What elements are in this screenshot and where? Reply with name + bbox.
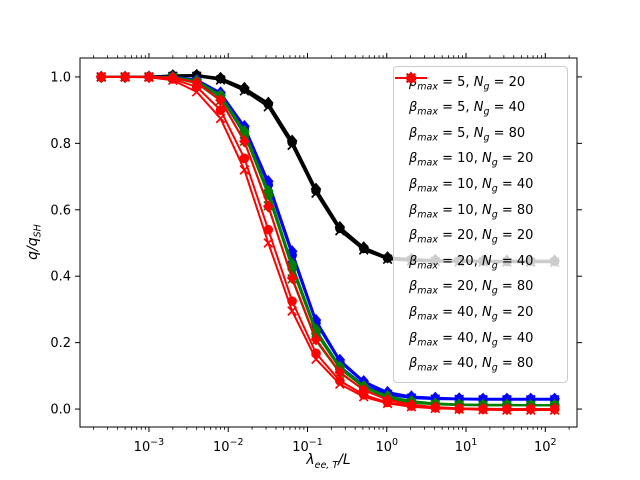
y-tick-label: 1.0 [50,70,71,85]
series-group [95,68,560,416]
legend-entry-2: βmax = 5, Ng = 80 [395,71,565,147]
y-tick-label: 0.4 [50,270,71,285]
diamond-marker [310,182,322,196]
legend-entry-label: βmax = 20, Ng = 40 [409,253,534,272]
y-tick-label: 0.8 [50,137,71,152]
x-tick-label: 102 [534,437,557,455]
diamond-marker [119,70,131,84]
legend-entry-label: βmax = 5, Ng = 40 [409,100,526,118]
diamond-marker [549,402,560,416]
legend-entry-6: βmax = 20, Ng = 20 [395,73,565,250]
diamond-marker [405,71,417,85]
diamond-marker [262,96,274,110]
legend-entry-9: βmax = 40, Ng = 20 [395,73,565,326]
legend-entry-4: βmax = 10, Ng = 40 [395,73,565,199]
x-axis-label: λee, T/L [306,452,351,471]
diamond-marker [477,402,489,415]
circle-marker [311,348,321,359]
x-tick-label: 10−3 [134,437,165,455]
legend-entry-7: βmax = 20, Ng = 40 [395,73,565,275]
legend-entry-label: βmax = 20, Ng = 80 [409,279,534,297]
y-axis-label: q/qSH [24,224,44,260]
legend-entry-label: βmax = 20, Ng = 20 [409,228,534,246]
axes-spines [79,57,578,428]
x-tick-label: 10−1 [292,437,323,455]
diamond-marker [167,71,179,84]
circle-marker [335,376,345,386]
diamond-marker [215,71,226,85]
legend-entry-label: βmax = 40, Ng = 40 [409,330,534,349]
legend-entry-8: βmax = 20, Ng = 80 [395,71,565,301]
diamond-marker [95,70,107,84]
diamond-marker [239,135,250,148]
x-tick-label: 101 [455,437,478,455]
x-ticks: 10−3 10−2 10−1 100 101 102 [134,53,557,455]
diamond-marker [334,220,346,234]
diamond-marker [215,93,226,107]
legend-entry-label: βmax = 40, Ng = 80 [409,356,534,374]
diamond-marker [191,76,202,89]
diamond-marker [406,398,417,411]
circle-marker [287,296,297,306]
y-ticks: 0.0 0.2 0.4 0.6 0.8 1.0 [50,70,582,418]
circle-marker [239,153,250,164]
legend-sample-line [395,71,427,85]
legend-entry-1: βmax = 5, Ng = 40 [395,73,565,122]
x-minor-ticks [93,55,570,430]
diamond-marker [262,200,274,213]
diamond-marker [143,70,155,84]
diamond-marker [501,402,513,416]
diamond-marker [310,333,322,346]
diamond-marker [262,184,274,198]
legend-entry-5: βmax = 10, Ng = 80 [395,71,565,224]
circle-marker [215,105,226,115]
y-tick-label: 0.2 [50,336,71,351]
legend-entry-11: βmax = 40, Ng = 80 [395,71,565,378]
x-tick-label: 100 [375,437,398,455]
circle-marker [263,224,274,235]
diamond-marker [358,241,370,254]
diamond-marker [286,134,298,147]
diamond-marker [358,383,370,397]
y-tick-label: 0.6 [50,203,71,218]
y-tick-label: 0.0 [50,403,71,418]
diamond-marker [525,402,537,416]
diamond-marker [334,365,346,379]
diamond-marker [549,392,560,405]
legend-entry-10: βmax = 40, Ng = 40 [395,73,565,352]
legend-entry-label: βmax = 10, Ng = 80 [409,202,534,221]
x-tick-label: 10−2 [213,437,244,455]
diamond-marker [239,124,250,138]
diamond-marker [239,81,250,95]
legend-entry-label: βmax = 40, Ng = 20 [409,304,534,323]
legend-entry-label: βmax = 10, Ng = 20 [409,151,534,170]
legend-entry-label: βmax = 5, Ng = 80 [409,125,526,144]
diamond-marker [382,393,393,406]
diamond-marker [453,402,465,415]
diamond-marker [430,400,441,414]
legend-entry-label: βmax = 10, Ng = 40 [409,177,534,195]
series-11 [95,70,560,416]
diamond-marker [286,271,298,285]
legend-entry-3: βmax = 10, Ng = 20 [395,73,565,173]
diamond-marker [382,251,393,264]
diamond-marker [262,175,274,188]
